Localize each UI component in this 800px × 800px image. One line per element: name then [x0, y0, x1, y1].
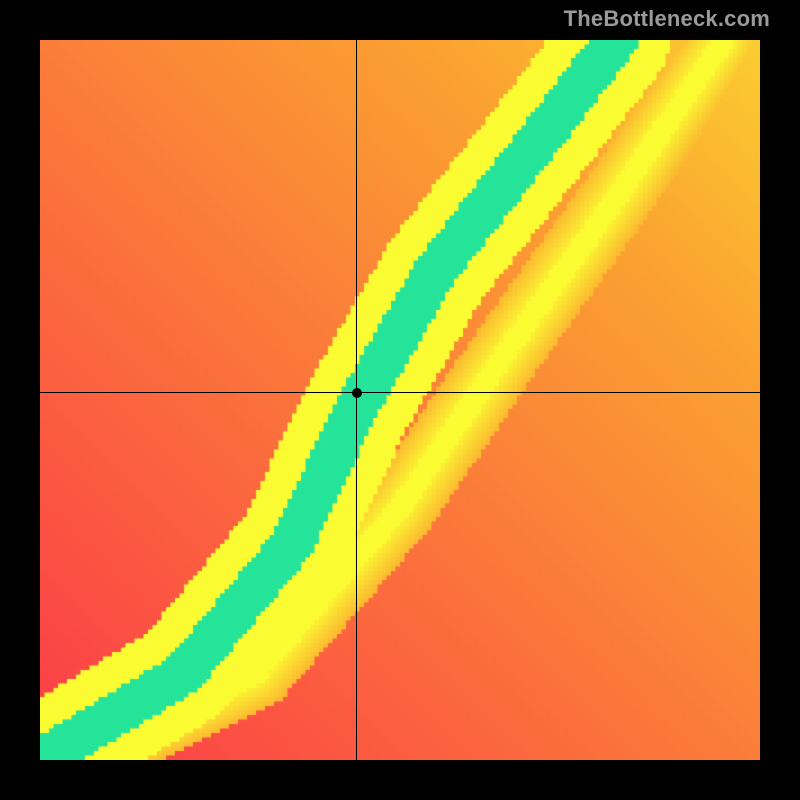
marker-dot	[352, 388, 362, 398]
crosshair-horizontal	[40, 392, 760, 393]
watermark-text: TheBottleneck.com	[564, 6, 770, 32]
heatmap-plot	[40, 40, 760, 760]
crosshair-vertical	[356, 40, 357, 760]
chart-frame: TheBottleneck.com	[0, 0, 800, 800]
heatmap-canvas	[40, 40, 760, 760]
